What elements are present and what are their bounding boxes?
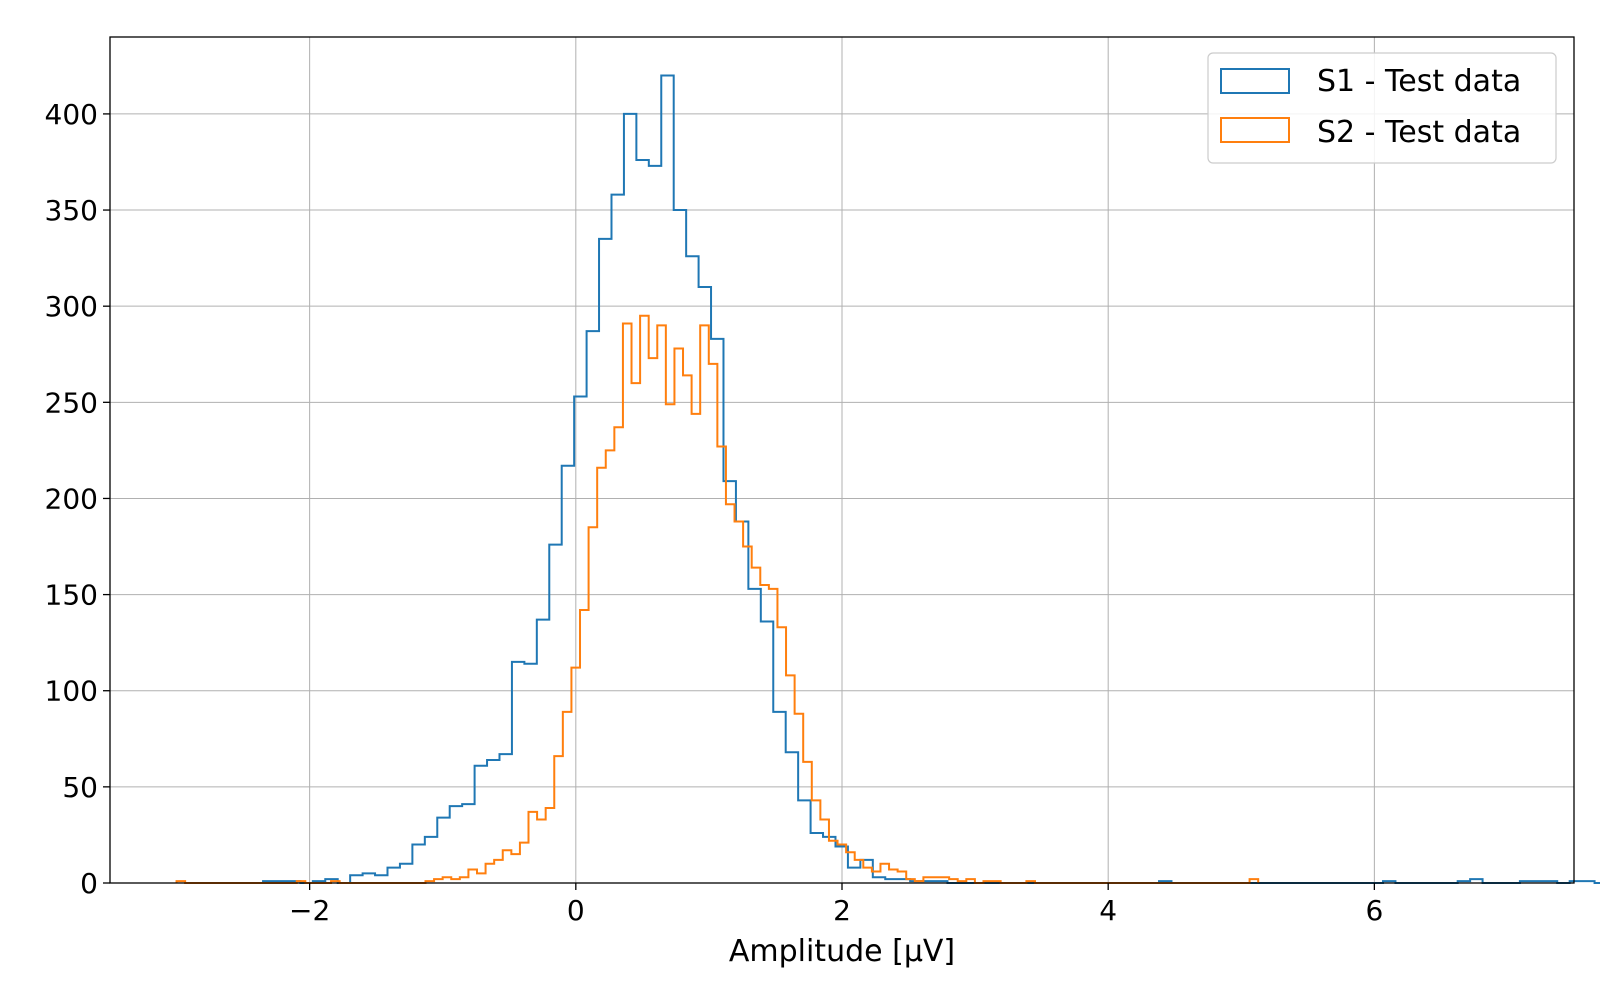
y-tick-label: 400 xyxy=(45,98,98,131)
legend-label-s1: S1 - Test data xyxy=(1317,64,1521,99)
x-axis-label: Amplitude [μV] xyxy=(729,934,955,969)
y-tick-label: 0 xyxy=(80,867,98,900)
x-tick-label: 6 xyxy=(1365,894,1383,927)
series-2-histogram-step xyxy=(175,314,1260,884)
y-tick-label: 300 xyxy=(45,290,98,323)
series-layer xyxy=(175,74,1600,884)
legend: S1 - Test data S2 - Test data xyxy=(1207,52,1557,164)
y-tick-label: 150 xyxy=(45,579,98,612)
y-tick-label: 350 xyxy=(45,194,98,227)
x-tick-label: 0 xyxy=(567,894,585,927)
x-tick-label: 4 xyxy=(1099,894,1117,927)
y-tick-label: 100 xyxy=(45,675,98,708)
y-tick-label: 200 xyxy=(45,482,98,515)
axis-ticks: −2 0 2 4 6 0 50 100 150 200 250 300 350 400 xyxy=(45,98,1384,927)
legend-swatch-s2 xyxy=(1220,117,1290,143)
legend-label-s2: S2 - Test data xyxy=(1317,115,1521,150)
legend-box xyxy=(1207,52,1557,164)
x-tick-label: 2 xyxy=(833,894,851,927)
legend-swatch-s1 xyxy=(1220,68,1290,94)
series-1-histogram-step xyxy=(262,74,1600,884)
y-tick-label: 50 xyxy=(62,771,98,804)
x-tick-label: −2 xyxy=(289,894,330,927)
y-tick-label: 250 xyxy=(45,386,98,419)
grid-lines xyxy=(110,37,1574,884)
